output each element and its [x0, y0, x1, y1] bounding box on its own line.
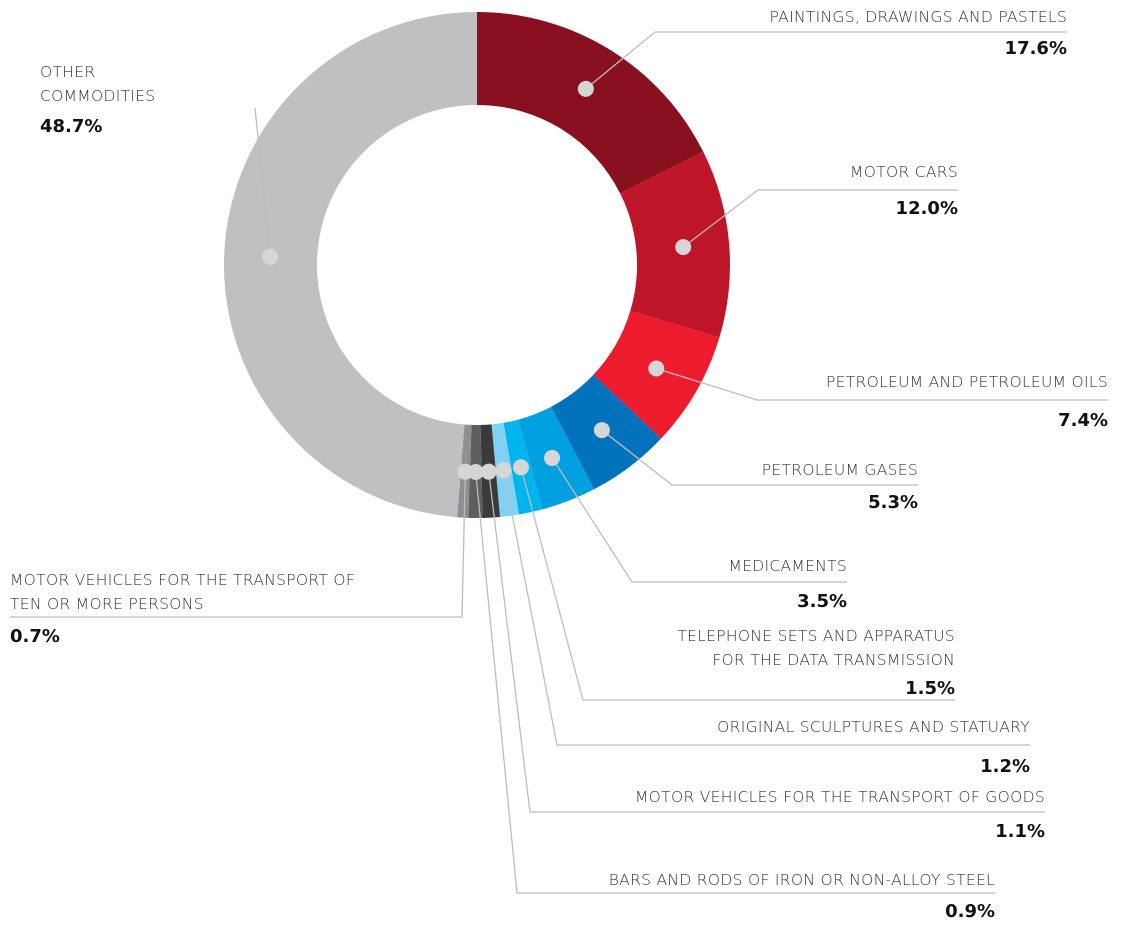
slice-label: BARS AND RODS OF IRON OR NON-ALLOY STEEL: [608, 871, 995, 889]
leader-line: [488, 471, 1045, 813]
slice-label: PAINTINGS, DRAWINGS AND PASTELS: [769, 8, 1067, 26]
leader-line: [520, 467, 955, 701]
leader-line: [682, 189, 958, 248]
slice-value-label: 3.5%: [797, 591, 847, 612]
slice-value-label: 17.6%: [1004, 38, 1067, 59]
leader-dot: [648, 360, 665, 377]
slice-label: ORIGINAL SCULPTURES AND STATUARY: [717, 718, 1030, 736]
leader-line: [551, 457, 847, 583]
slice-label: TELEPHONE SETS AND APPARATUS FOR THE DAT…: [677, 627, 955, 669]
slice-label: PETROLEUM AND PETROLEUM OILS: [825, 373, 1108, 391]
leader-dot: [495, 462, 512, 479]
slice-label: OTHER COMMODITIES: [40, 63, 156, 105]
leader-dot: [457, 463, 474, 480]
slice-value-label: 7.4%: [1058, 410, 1108, 431]
slice-value-label: 12.0%: [895, 198, 958, 219]
donut-slice: [620, 151, 731, 338]
leader-dot: [593, 422, 610, 439]
leader-dot: [512, 459, 529, 476]
leader-dot: [480, 463, 497, 480]
slice-label: MOTOR VEHICLES FOR THE TRANSPORT OF TEN …: [10, 571, 356, 613]
slice-value-label: 1.1%: [995, 821, 1045, 842]
slice-value-label: 1.2%: [980, 756, 1030, 777]
leader-line: [656, 367, 1108, 401]
leader-line: [601, 429, 918, 486]
donut-slice: [224, 12, 477, 518]
leader-line: [502, 470, 1030, 746]
leader-line: [475, 471, 995, 894]
leader-line: [10, 471, 466, 618]
leader-dot: [262, 248, 279, 265]
leader-line: [254, 107, 271, 257]
leader-dot: [675, 239, 692, 256]
leader-line: [585, 31, 1067, 90]
leader-dot: [577, 80, 594, 97]
slice-label: MOTOR CARS: [850, 163, 958, 181]
slice-value-label: 0.7%: [10, 626, 60, 647]
slice-label: PETROLEUM GASES: [761, 461, 918, 479]
slice-value-label: 0.9%: [945, 901, 995, 922]
slice-label: MOTOR VEHICLES FOR THE TRANSPORT OF GOOD…: [635, 788, 1045, 806]
slice-value-label: 1.5%: [905, 678, 955, 699]
leader-dot: [544, 449, 561, 466]
slice-value-label: 48.7%: [40, 116, 103, 137]
slice-label: MEDICAMENTS: [728, 557, 847, 575]
slice-value-label: 5.3%: [868, 492, 918, 513]
donut-slice: [477, 12, 704, 194]
